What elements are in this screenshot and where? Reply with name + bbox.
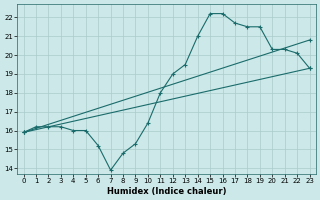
X-axis label: Humidex (Indice chaleur): Humidex (Indice chaleur) [107, 187, 226, 196]
